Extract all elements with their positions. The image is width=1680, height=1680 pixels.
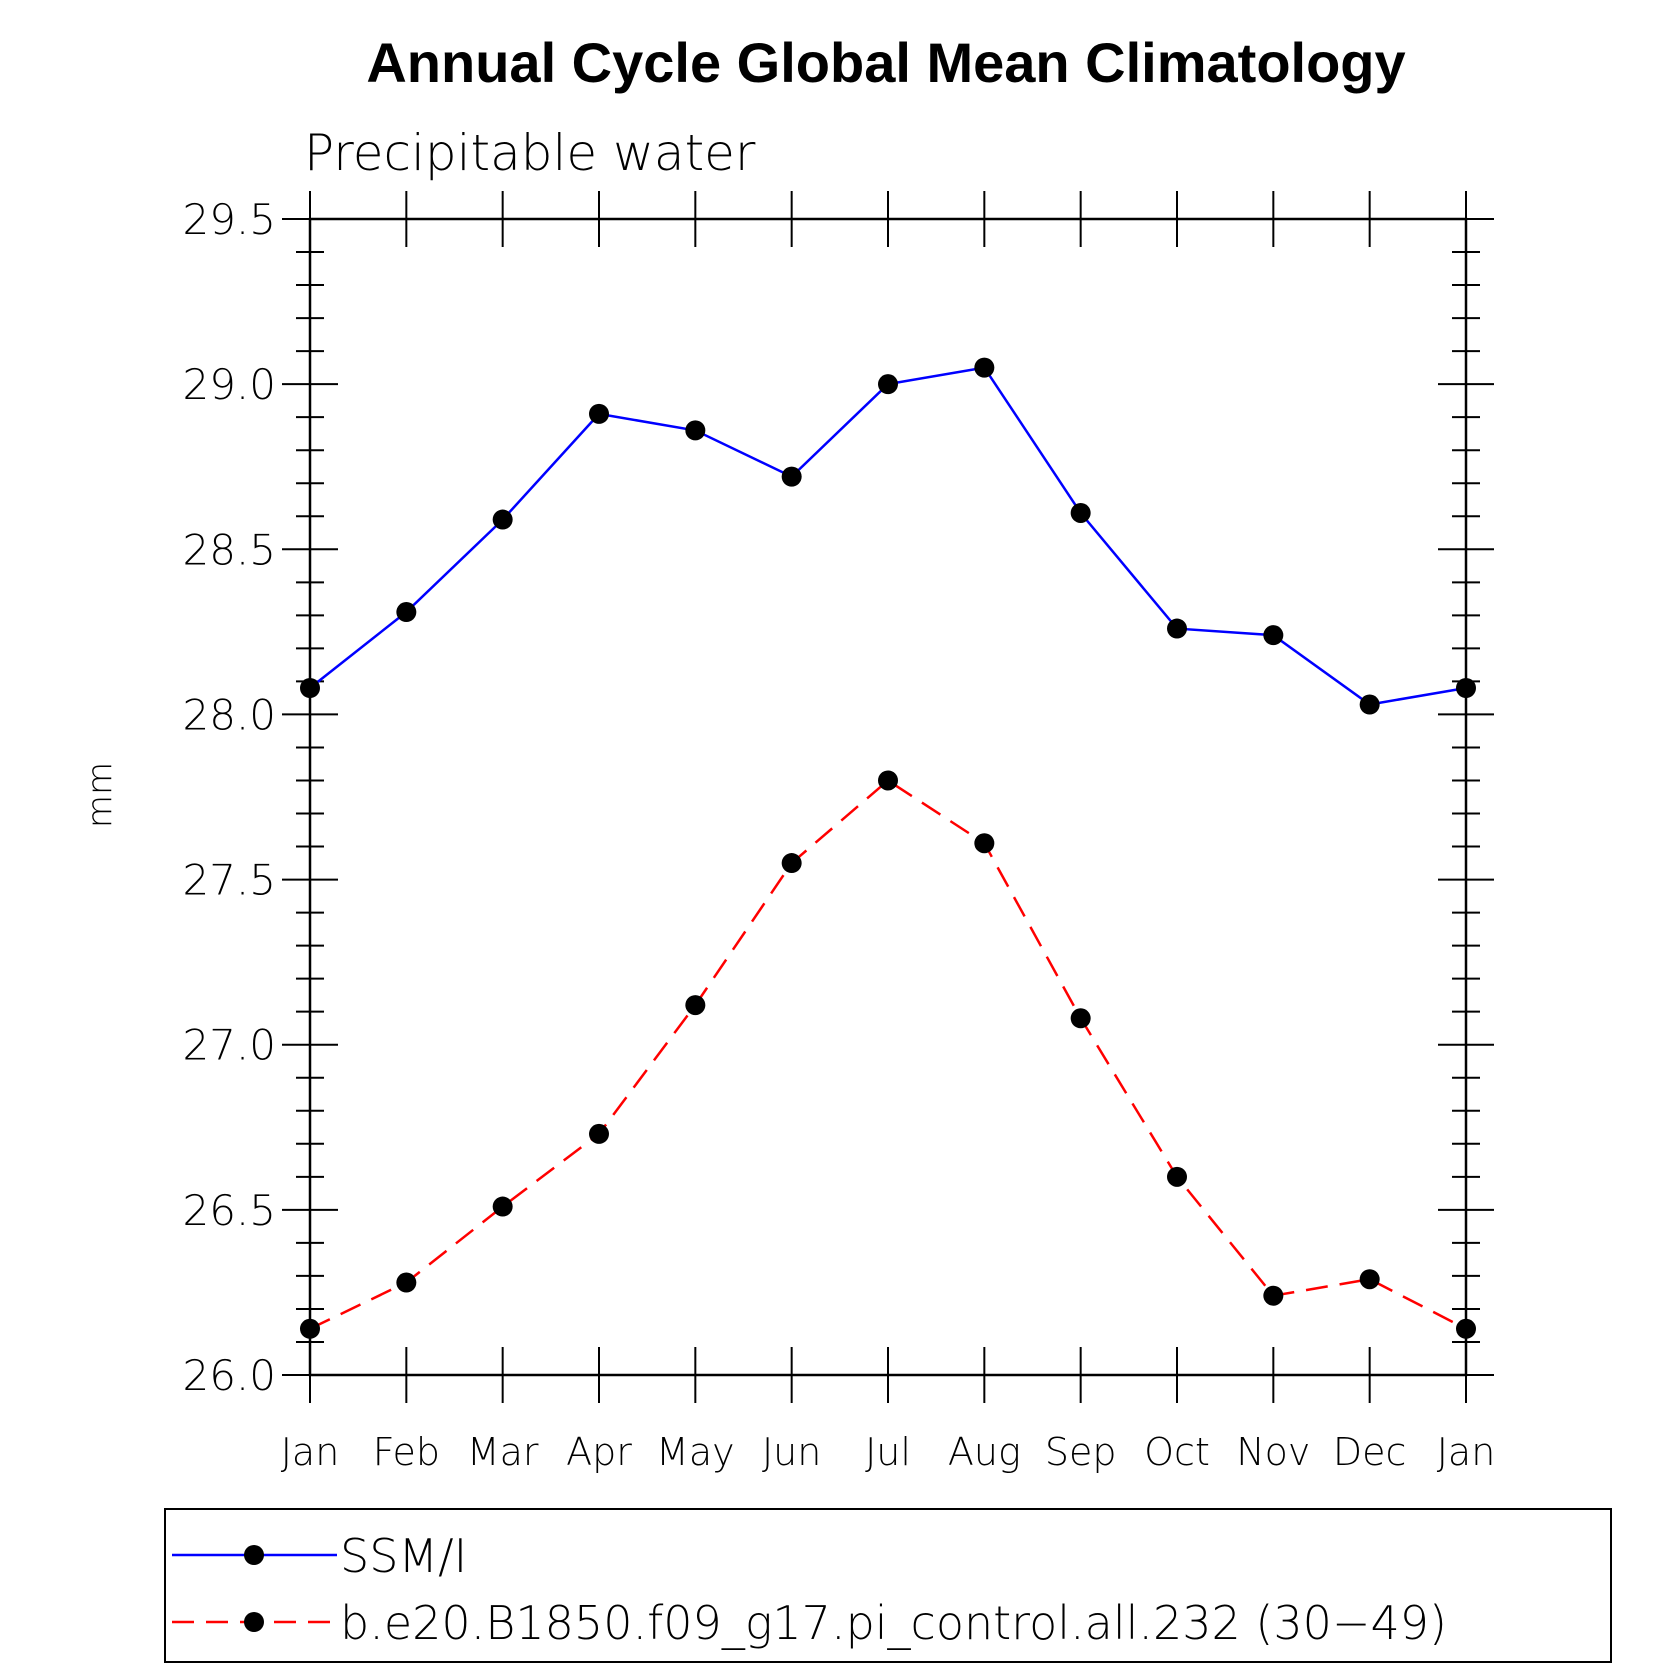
legend-label-2: b.e20.B1850.f09_g17.pi_control.all.232 (… — [340, 1596, 1447, 1650]
plot-frame — [308, 217, 1468, 1377]
axis-ticks — [282, 191, 1494, 1403]
y-tick-label: 28.5 — [182, 525, 276, 574]
series-2-point — [1070, 1008, 1091, 1029]
legend-box — [164, 1508, 1612, 1663]
series-2-point — [878, 770, 898, 791]
series-1-point — [1070, 502, 1091, 523]
series-2-point — [396, 1272, 417, 1293]
x-tick-label: Sep — [1045, 1430, 1117, 1474]
series-2-point — [1167, 1166, 1187, 1187]
series-1-point — [878, 374, 898, 395]
series-2-point — [974, 833, 995, 854]
x-tick-label: Jul — [865, 1430, 911, 1474]
x-tick-label: Feb — [373, 1430, 440, 1474]
y-tick-label: 27.0 — [182, 1021, 276, 1070]
y-tick-label: 29.0 — [182, 360, 276, 409]
series-1-point — [589, 403, 609, 424]
y-tick-labels: 26.0 26.5 27.0 27.5 28.0 28.5 29.0 29.5 — [182, 195, 276, 1400]
x-tick-label: Jan — [281, 1430, 340, 1474]
y-tick-label: 29.5 — [182, 195, 276, 244]
x-tick-label: May — [656, 1430, 735, 1474]
legend-marker-2 — [244, 1612, 264, 1632]
series-2-point — [1263, 1285, 1284, 1306]
x-tick-label: Aug — [948, 1430, 1021, 1474]
y-tick-label: 28.0 — [182, 690, 276, 739]
series-1-point — [974, 357, 995, 378]
x-tick-labels: Jan Feb Mar Apr May Jun Jul Aug Sep Oct Nov Dec Jan — [281, 1430, 1496, 1474]
series-1-point — [781, 466, 802, 487]
series-1-point — [396, 602, 417, 623]
legend-marker-1 — [244, 1545, 264, 1565]
x-tick-label: Apr — [566, 1430, 632, 1474]
series-line-2 — [309, 778, 1467, 1330]
series-1-point — [1359, 694, 1380, 715]
chart-subtitle: Precipitable water — [304, 124, 756, 182]
legend-label-1: SSM/I — [340, 1529, 467, 1583]
chart-title: Annual Cycle Global Mean Climatology — [366, 31, 1405, 94]
y-axis-label: mm — [80, 762, 120, 828]
series-2-point — [589, 1123, 609, 1144]
x-tick-label: Oct — [1144, 1430, 1210, 1474]
y-tick-label: 26.0 — [182, 1351, 276, 1400]
series-line-1 — [309, 366, 1467, 706]
series-1-point — [685, 420, 706, 441]
x-tick-label: Jun — [762, 1430, 821, 1474]
x-tick-label: Nov — [1236, 1430, 1310, 1474]
y-tick-label: 26.5 — [182, 1186, 276, 1235]
series-layer — [300, 357, 1476, 1339]
series-2-point — [781, 853, 802, 874]
y-tick-label: 27.5 — [182, 856, 276, 905]
series-2-point — [1359, 1269, 1380, 1290]
series-1-point — [492, 509, 513, 530]
series-1-point — [1263, 625, 1284, 646]
legend: SSM/I b.e20.B1850.f09_g17.pi_control.all.… — [164, 1508, 1612, 1663]
series-2-point — [685, 995, 706, 1016]
series-2-point — [492, 1196, 513, 1217]
series-1-point — [1167, 618, 1187, 639]
x-tick-label: Jan — [1437, 1430, 1496, 1474]
x-tick-label: Mar — [467, 1430, 539, 1474]
x-tick-label: Dec — [1333, 1430, 1407, 1474]
